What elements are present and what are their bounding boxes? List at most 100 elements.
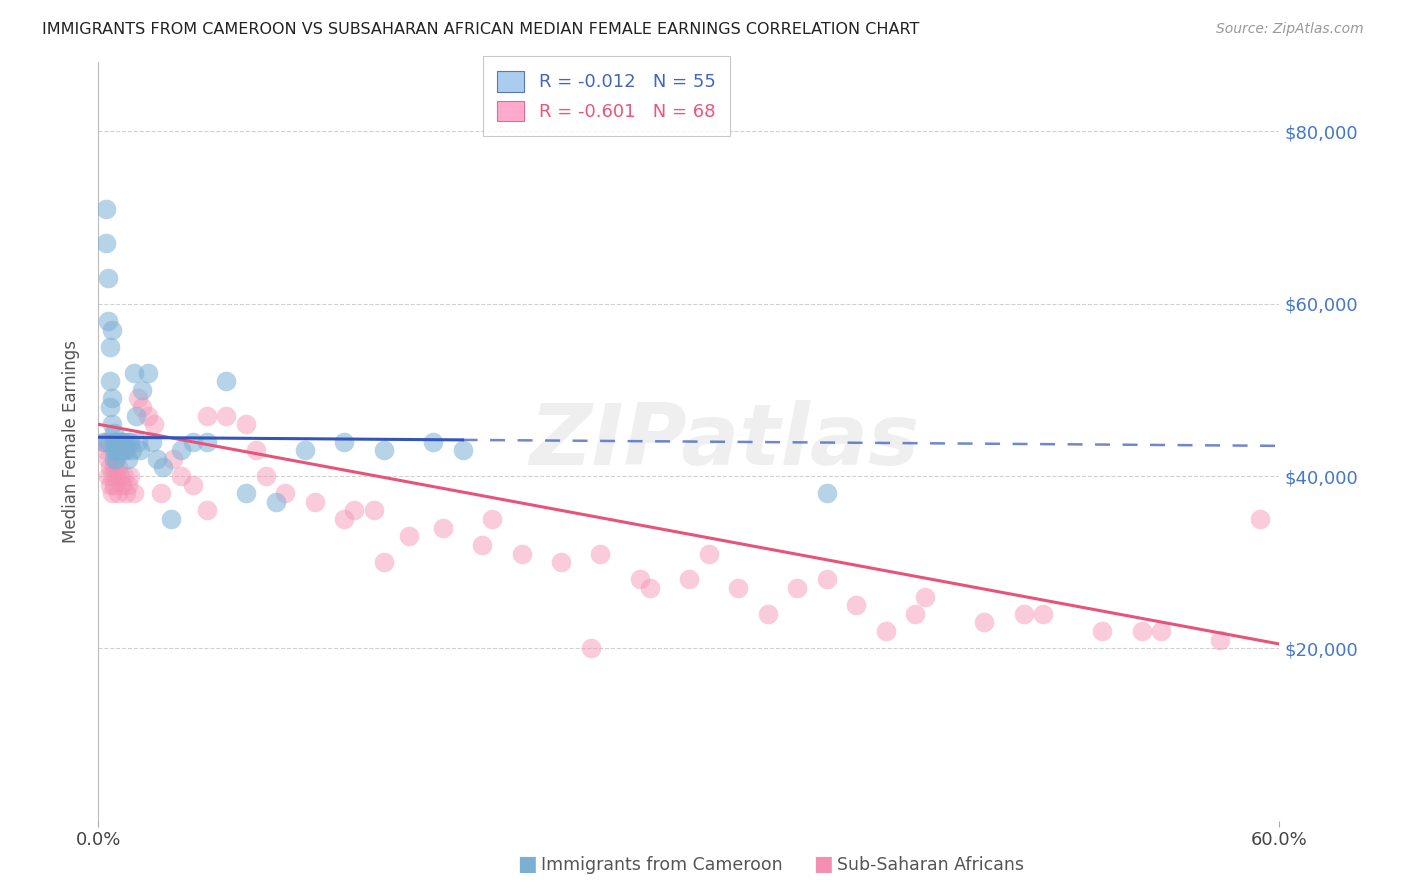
Point [170,443,193,458]
Point [98,477,121,491]
Point [97,451,120,466]
Point [128,443,150,458]
Point [333,512,356,526]
Point [108,443,131,458]
Point [510,547,533,561]
Point [103,477,125,491]
Point [343,503,366,517]
Point [815,486,838,500]
Point [97,469,120,483]
Text: ZIPatlas: ZIPatlas [529,400,920,483]
Text: Immigrants from Cameroon: Immigrants from Cameroon [541,856,783,874]
Point [105,451,128,466]
Point [215,409,238,423]
Point [98,460,121,475]
Point [294,443,316,458]
Point [105,469,128,483]
Point [125,409,148,423]
Point [170,469,193,483]
Point [195,409,218,423]
Point [589,547,612,561]
Point [131,383,153,397]
Point [254,469,277,483]
Point [136,366,159,380]
Point [101,392,124,406]
Text: Sub-Saharan Africans: Sub-Saharan Africans [837,856,1024,874]
Point [678,573,700,587]
Point [118,469,141,483]
Point [845,599,868,613]
Point [118,434,141,449]
Point [101,486,124,500]
Point [973,615,995,630]
Point [815,573,838,587]
Point [98,340,121,354]
Text: ■: ■ [517,855,537,874]
Point [697,547,720,561]
Point [550,555,572,569]
Point [1091,624,1114,639]
Point [195,503,218,517]
Point [373,443,395,458]
Point [235,417,257,432]
Point [333,434,356,449]
Point [98,374,121,388]
Point [160,512,183,526]
Point [579,641,602,656]
Text: IMMIGRANTS FROM CAMEROON VS SUBSAHARAN AFRICAN MEDIAN FEMALE EARNINGS CORRELATIO: IMMIGRANTS FROM CAMEROON VS SUBSAHARAN A… [42,22,920,37]
Point [117,451,139,466]
Point [235,486,257,500]
Point [105,443,128,458]
Point [146,451,169,466]
Point [97,434,120,449]
Point [112,443,135,458]
Point [131,400,153,414]
Point [127,434,149,449]
Point [215,374,238,388]
Point [1209,632,1232,647]
Point [112,469,135,483]
Point [117,477,139,491]
Point [111,434,134,449]
Point [103,434,125,449]
Point [373,555,395,569]
Point [121,443,143,458]
Point [111,443,134,458]
Point [304,495,326,509]
Point [181,477,204,491]
Point [107,486,129,500]
Point [152,460,174,475]
Text: ■: ■ [813,855,832,874]
Point [481,512,503,526]
Point [112,434,135,449]
Point [150,486,173,500]
Point [914,590,936,604]
Point [103,451,125,466]
Point [628,573,651,587]
Point [107,460,129,475]
Point [136,409,159,423]
Point [122,486,145,500]
Point [93,434,115,449]
Point [398,529,420,543]
Point [1130,624,1153,639]
Point [122,366,145,380]
Point [471,538,494,552]
Point [245,443,267,458]
Point [727,581,749,595]
Point [101,322,124,336]
Point [117,434,139,449]
Point [103,443,125,458]
Point [638,581,661,595]
Point [115,443,138,458]
Point [103,460,125,475]
Point [108,434,131,449]
Point [363,503,385,517]
Point [101,469,124,483]
Point [756,607,779,621]
Point [1150,624,1173,639]
Point [96,443,118,458]
Point [108,434,131,449]
Point [127,392,149,406]
Point [107,434,129,449]
